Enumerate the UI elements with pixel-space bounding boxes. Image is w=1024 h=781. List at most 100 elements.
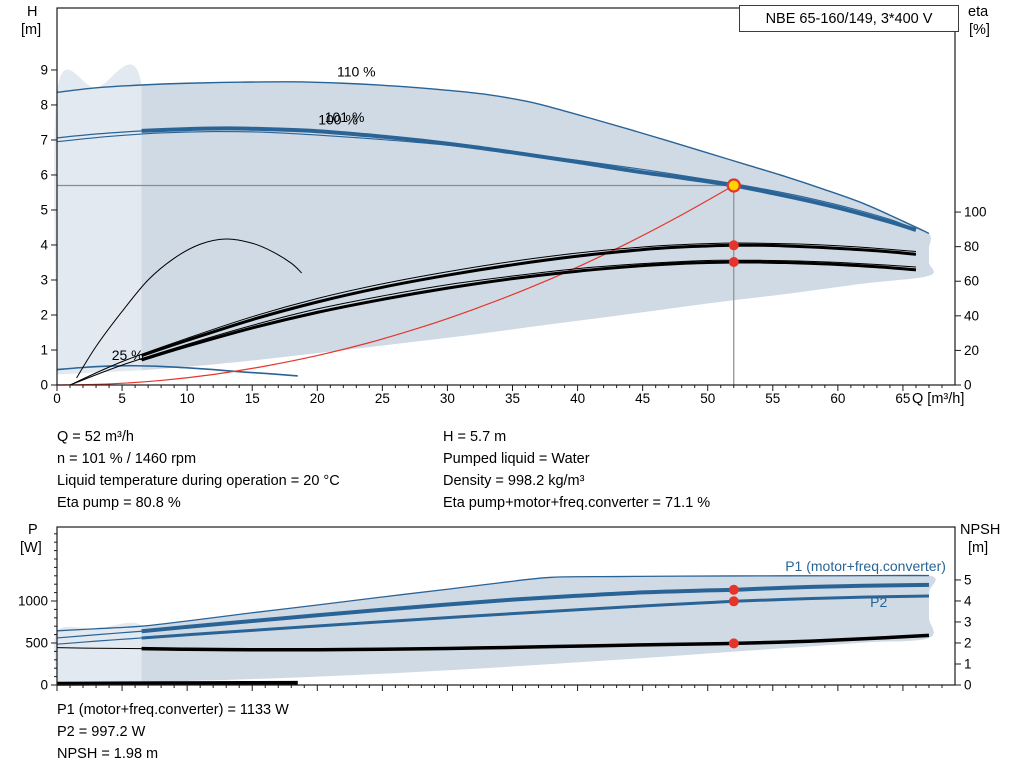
curve-label: P2: [870, 594, 887, 610]
info-line-h: H = 5.7 m: [443, 429, 507, 445]
svg-text:4: 4: [964, 593, 972, 608]
svg-text:6: 6: [40, 167, 48, 182]
p1-point: [728, 584, 739, 595]
eta-total-point: [728, 257, 739, 267]
svg-text:3: 3: [964, 614, 972, 629]
svg-text:55: 55: [765, 391, 780, 406]
p-axis-unit: [W]: [20, 540, 42, 556]
svg-text:40: 40: [570, 391, 585, 406]
power-npsh-chart-plot-area[interactable]: [56, 526, 956, 686]
svg-text:60: 60: [964, 274, 979, 289]
p1-curve: [141, 582, 929, 634]
pump-title: NBE 65-160/149, 3*400 V: [765, 10, 933, 27]
info-line-q: Q = 52 m³/h: [57, 429, 134, 445]
svg-text:500: 500: [25, 636, 48, 651]
svg-text:5: 5: [40, 202, 48, 217]
speed-curve-101pct-lead: [56, 130, 142, 139]
info-line-n: n = 101 % / 1460 rpm: [57, 451, 197, 467]
svg-text:0: 0: [40, 378, 48, 393]
eta-pump-curve: [141, 243, 917, 358]
envelope-left: [54, 64, 145, 375]
svg-text:0: 0: [40, 678, 48, 693]
curve-label: 110 %: [337, 63, 376, 79]
svg-text:80: 80: [964, 239, 979, 254]
curve-label: 25 %: [112, 347, 144, 363]
p2-curve-lead: [56, 637, 142, 645]
speed-curve-110pct: [56, 81, 930, 235]
h-axis-label: H: [27, 4, 38, 20]
eta-total-curve-thin: [69, 259, 916, 386]
svg-text:50: 50: [700, 391, 715, 406]
pump-title-box: NBE 65-160/149, 3*400 V: [739, 5, 959, 32]
head-efficiency-chart: 0 5 10 15 20 25 30 35 40 45 50 55 60 6501234567890204…: [40, 7, 987, 406]
eta-axis-unit: [%]: [969, 22, 990, 38]
npsh-curve: [141, 633, 930, 652]
npsh-point: [728, 638, 739, 649]
svg-text:30: 30: [440, 391, 455, 406]
power-info: P1 (motor+freq.converter) = 1133 W P2 = …: [57, 699, 289, 765]
system-curve: [56, 184, 735, 386]
svg-text:25: 25: [375, 391, 390, 406]
svg-text:10: 10: [180, 391, 195, 406]
q-axis-label: Q [m³/h]: [912, 391, 965, 407]
svg-text:100: 100: [964, 205, 987, 220]
svg-text:5: 5: [118, 391, 126, 406]
curve-label: 100 %: [318, 112, 358, 128]
svg-text:0: 0: [964, 378, 972, 393]
info-line-liquid: Pumped liquid = Water: [443, 451, 590, 467]
info-line-eta-pump: Eta pump = 80.8 %: [57, 495, 181, 511]
svg-text:0: 0: [53, 391, 61, 406]
p2-curve: [141, 594, 929, 640]
svg-text:15: 15: [245, 391, 260, 406]
svg-text:60: 60: [830, 391, 845, 406]
svg-text:3: 3: [40, 272, 48, 287]
info-line-p1: P1 (motor+freq.converter) = 1133 W: [57, 702, 289, 718]
npsh-curve-lead: [56, 647, 142, 650]
npsh-axis-unit: [m]: [968, 540, 989, 556]
duty-info-right: H = 5.7 m Pumped liquid = Water Density …: [443, 426, 710, 514]
svg-text:20: 20: [964, 343, 979, 358]
eta-pump-curve-thin: [69, 242, 916, 386]
svg-text:8: 8: [40, 97, 48, 112]
svg-text:7: 7: [40, 132, 48, 147]
npsh-axis-label: NPSH: [960, 522, 1001, 538]
p2-point: [728, 596, 739, 607]
info-line-p2: P2 = 997.2 W: [57, 724, 146, 740]
info-line-eta-total: Eta pump+motor+freq.converter = 71.1 %: [443, 495, 711, 511]
svg-text:40: 40: [964, 308, 979, 323]
p1-envelope-curve: [56, 574, 929, 632]
p-axis-label: P: [28, 522, 38, 538]
svg-text:5: 5: [964, 572, 972, 587]
svg-text:9: 9: [40, 62, 48, 77]
head-efficiency-chart-plot-area[interactable]: [56, 7, 956, 386]
head-efficiency-chart-ticks: 0 5 10 15 20 25 30 35 40 45 50 55 60 6501234567890204…: [40, 62, 986, 406]
speed-curve-25pct: [56, 364, 298, 377]
envelope-main: [141, 574, 936, 683]
svg-text:35: 35: [505, 391, 520, 406]
svg-text:45: 45: [635, 391, 650, 406]
svg-text:2: 2: [40, 307, 48, 322]
duty-point[interactable]: [726, 178, 741, 193]
eta-total-curve: [141, 260, 917, 362]
svg-text:0: 0: [964, 678, 972, 693]
duty-info-left: Q = 52 m³/h n = 101 % / 1460 rpm Liquid …: [57, 426, 340, 514]
svg-text:65: 65: [895, 391, 910, 406]
power-npsh-chart: 0 500 1000 0 1 2 3 4 5 P1 (motor+freq.converter) P…: [18, 526, 972, 693]
curve-label: 101 %: [325, 109, 365, 125]
svg-text:20: 20: [310, 391, 325, 406]
p1-curve-lead: [56, 630, 142, 639]
svg-text:1: 1: [964, 656, 972, 671]
info-line-npsh: NPSH = 1.98 m: [57, 746, 159, 762]
eta-pump-point: [728, 240, 739, 251]
curve-label: P1 (motor+freq.converter): [785, 558, 946, 574]
svg-text:1: 1: [40, 342, 48, 357]
envelope-left: [54, 622, 145, 683]
power-npsh-chart-ticks: 0 500 1000 0 1 2 3 4 5: [18, 533, 972, 693]
h-axis-unit: [m]: [21, 22, 42, 38]
speed-curve-101pct: [141, 126, 917, 232]
svg-text:4: 4: [40, 237, 48, 252]
npsh-min-curve: [56, 680, 298, 686]
info-line-temp: Liquid temperature during operation = 20…: [57, 473, 340, 489]
